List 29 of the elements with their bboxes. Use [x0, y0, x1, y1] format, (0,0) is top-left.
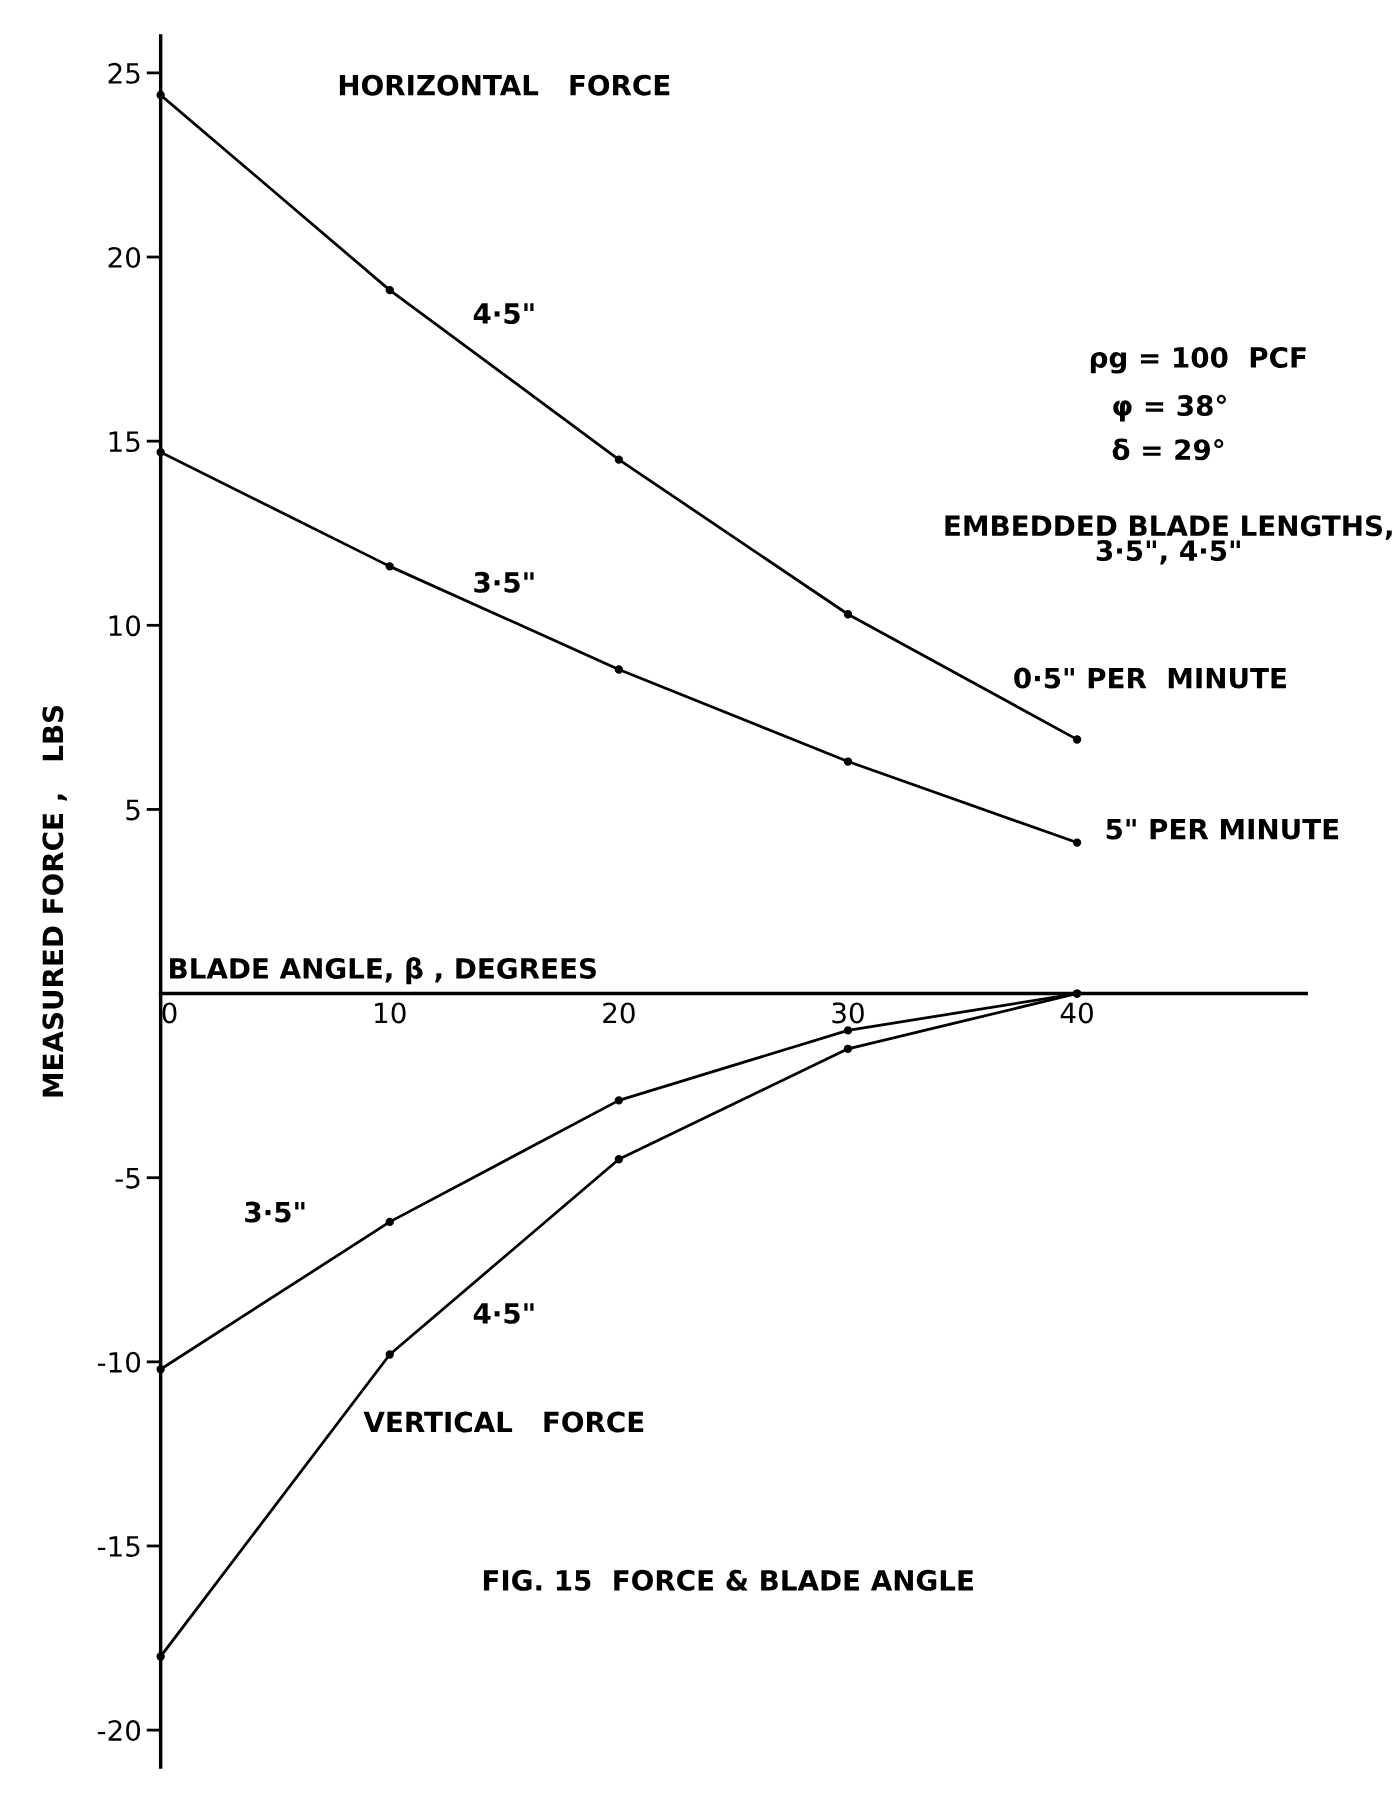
- annotation: δ = 29°: [1112, 438, 1224, 461]
- x-tick-label: 40: [1060, 1002, 1093, 1024]
- x-tick-label: 10: [375, 1002, 406, 1024]
- series-label: 4·5": [473, 303, 534, 325]
- y-tick-label: 15: [109, 431, 140, 453]
- y-tick-label: 5: [126, 799, 140, 821]
- y-tick-label: 25: [108, 62, 140, 84]
- y-tick-label: 10: [109, 615, 141, 637]
- x-tick-label: 30: [832, 1002, 864, 1024]
- annotation: 5" PER MINUTE: [1106, 818, 1339, 840]
- series-label: 3·5": [474, 571, 534, 593]
- annotation: FIG. 15 FORCE & BLADE ANGLE: [483, 1569, 973, 1591]
- annotation: HORIZONTAL FORCE: [339, 74, 670, 96]
- y-tick-label: -15: [97, 1536, 140, 1557]
- annotation: 0·5" PER MINUTE: [1014, 667, 1286, 689]
- y-axis-title: MEASURED FORCE , LBS: [42, 705, 67, 1097]
- series-label: 3·5": [245, 1201, 305, 1223]
- y-tick-label: -20: [97, 1720, 141, 1742]
- y-tick-label: 20: [108, 246, 141, 268]
- x-tick-label: 20: [603, 1002, 635, 1024]
- series-label: 4·5": [473, 1303, 534, 1324]
- x-axis-title: BLADE ANGLE, β , DEGREES: [170, 957, 596, 985]
- y-tick-label: -10: [97, 1351, 141, 1373]
- annotation: VERTICAL FORCE: [363, 1411, 644, 1433]
- x-tick-label: 0: [162, 1002, 177, 1024]
- annotation: ρg = 100 PCF: [1090, 346, 1306, 374]
- annotation: EMBEDDED BLADE LENGTHS, 3·5", 4·5": [945, 515, 1392, 565]
- annotation: φ = 38°: [1113, 394, 1226, 422]
- y-tick-label: -5: [115, 1168, 140, 1189]
